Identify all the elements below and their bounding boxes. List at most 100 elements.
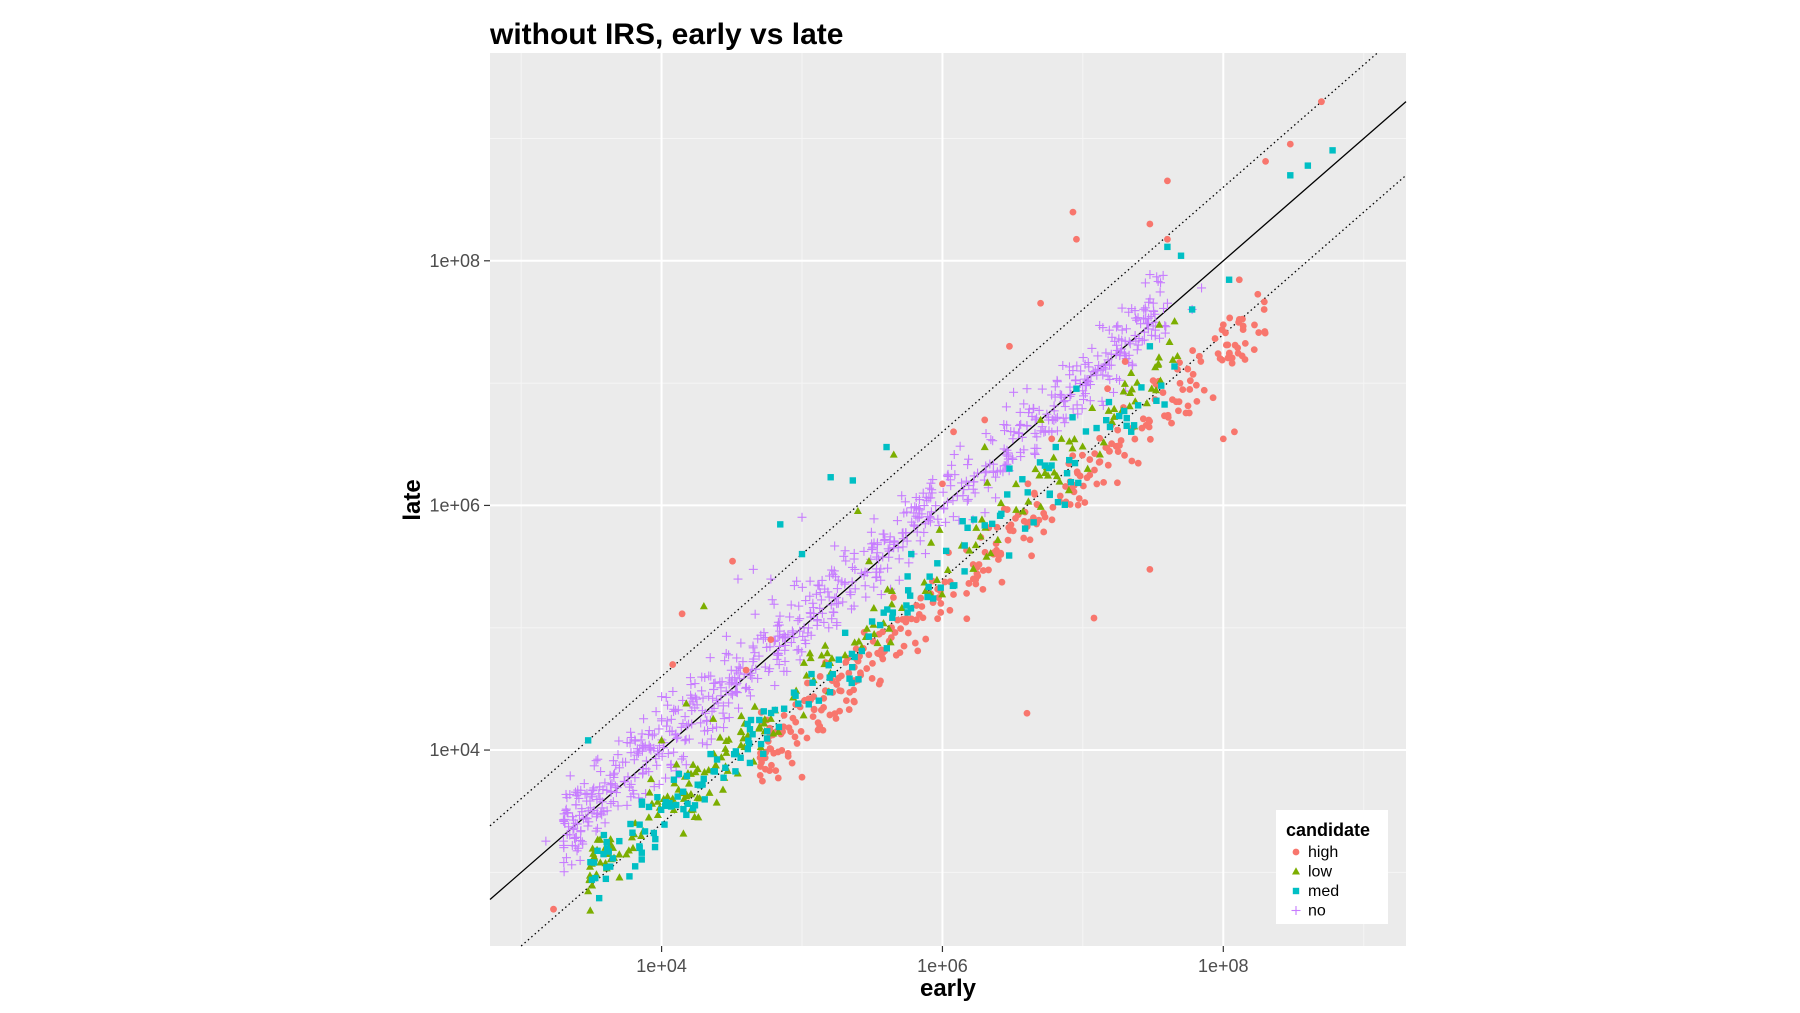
- point-no: [769, 599, 779, 609]
- point-no: [569, 833, 579, 843]
- point-no: [1139, 335, 1149, 345]
- point-no: [980, 508, 990, 518]
- point-high: [742, 666, 750, 674]
- point-no: [1149, 306, 1159, 316]
- point-high: [838, 672, 845, 680]
- point-high: [1086, 456, 1094, 463]
- point-no: [792, 576, 802, 586]
- point-med: [1093, 424, 1100, 432]
- point-no: [1101, 364, 1111, 374]
- point-no: [644, 726, 654, 736]
- point-no: [925, 512, 935, 522]
- point-low: [709, 714, 718, 722]
- point-no: [1124, 350, 1134, 360]
- point-high: [1164, 235, 1171, 243]
- point-no: [919, 527, 929, 537]
- point-low: [823, 649, 832, 657]
- point-no: [567, 860, 577, 870]
- point-med: [780, 705, 788, 712]
- point-no: [726, 677, 736, 687]
- point-med: [673, 801, 680, 809]
- point-high: [1131, 435, 1139, 443]
- point-no: [1032, 432, 1042, 442]
- point-no: [592, 795, 602, 805]
- x-axis-ticks: 1e+04 1e+06 1e+08: [636, 946, 1249, 976]
- point-med: [683, 811, 690, 819]
- point-med: [638, 801, 646, 808]
- point-low: [920, 578, 929, 586]
- point-high: [846, 688, 854, 696]
- point-high: [1254, 290, 1262, 298]
- point-high: [1049, 503, 1057, 511]
- point-high: [1009, 527, 1017, 535]
- point-no: [861, 592, 871, 602]
- point-med: [651, 843, 659, 851]
- point-no: [1016, 452, 1026, 462]
- point-low: [1052, 471, 1061, 480]
- y-tick-label: 1e+04: [429, 740, 480, 760]
- point-high: [780, 711, 788, 719]
- point-no: [1060, 418, 1070, 428]
- point-med: [732, 768, 739, 775]
- point-no: [823, 587, 833, 597]
- point-no: [899, 508, 909, 518]
- point-no: [562, 829, 572, 839]
- point-med: [889, 614, 896, 621]
- point-no: [1050, 382, 1060, 392]
- point-no: [753, 673, 763, 683]
- point-med: [1045, 464, 1053, 472]
- point-no: [608, 756, 618, 766]
- point-no: [1086, 371, 1096, 381]
- point-med: [805, 701, 812, 708]
- point-no: [611, 760, 621, 770]
- point-no: [998, 467, 1008, 477]
- point-no: [1066, 389, 1076, 399]
- point-no: [721, 648, 731, 658]
- point-low: [1126, 388, 1135, 396]
- point-high: [1222, 341, 1230, 349]
- point-med: [1066, 456, 1073, 464]
- point-no: [614, 763, 624, 773]
- point-no: [928, 475, 938, 485]
- point-med: [1138, 384, 1145, 391]
- point-low: [737, 727, 746, 736]
- point-high: [1090, 614, 1098, 622]
- point-low: [644, 813, 653, 821]
- point-no: [577, 807, 587, 817]
- point-med: [638, 849, 645, 856]
- point-high: [792, 718, 800, 726]
- point-no: [782, 666, 792, 676]
- point-high: [950, 591, 957, 598]
- legend-label-high: high: [1308, 844, 1338, 861]
- point-high: [550, 905, 557, 913]
- point-high: [915, 611, 923, 618]
- point-no: [680, 712, 690, 722]
- point-no: [727, 675, 737, 685]
- point-low: [1147, 384, 1156, 392]
- point-low: [806, 653, 815, 662]
- point-no: [1007, 453, 1017, 463]
- point-no: [582, 788, 592, 798]
- point-no: [716, 691, 726, 701]
- point-no: [767, 595, 777, 605]
- point-no: [1019, 399, 1029, 409]
- legend-label-med: med: [1308, 883, 1339, 900]
- point-med: [829, 670, 837, 678]
- point-med: [1054, 498, 1062, 506]
- point-no: [1098, 400, 1108, 410]
- point-low: [927, 538, 936, 546]
- point-no: [874, 554, 884, 564]
- point-high: [899, 616, 907, 623]
- point-med: [868, 618, 876, 625]
- point-low: [657, 736, 666, 744]
- point-high: [1024, 480, 1032, 488]
- point-no: [961, 476, 971, 486]
- point-low: [805, 649, 814, 657]
- y-tick-label: 1e+08: [429, 251, 480, 271]
- point-no: [669, 747, 679, 757]
- point-no: [1104, 325, 1114, 335]
- point-med: [661, 821, 668, 828]
- point-high: [1231, 428, 1238, 436]
- point-no: [713, 698, 723, 708]
- point-no: [719, 714, 729, 724]
